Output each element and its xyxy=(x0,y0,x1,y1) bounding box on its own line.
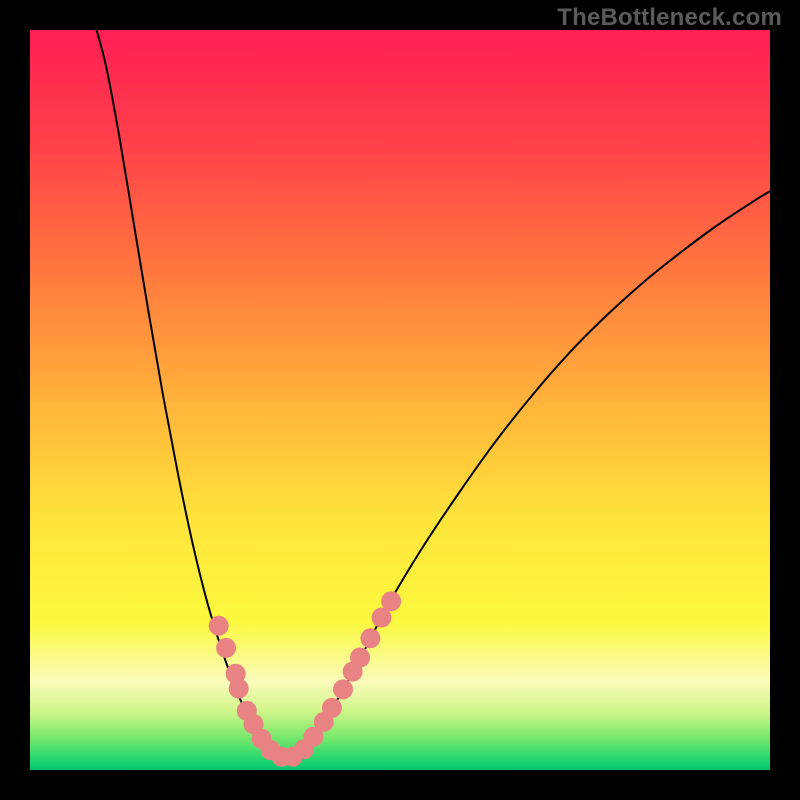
data-marker xyxy=(322,698,342,718)
data-marker xyxy=(216,638,236,658)
plot-area xyxy=(30,30,770,770)
data-marker xyxy=(350,648,370,668)
plot-background xyxy=(30,30,770,770)
chart-svg xyxy=(0,0,800,800)
data-marker xyxy=(360,628,380,648)
data-marker xyxy=(209,616,229,636)
data-marker xyxy=(229,679,249,699)
chart-frame: TheBottleneck.com xyxy=(0,0,800,800)
data-marker xyxy=(381,591,401,611)
data-marker xyxy=(333,679,353,699)
watermark-text: TheBottleneck.com xyxy=(557,4,782,32)
